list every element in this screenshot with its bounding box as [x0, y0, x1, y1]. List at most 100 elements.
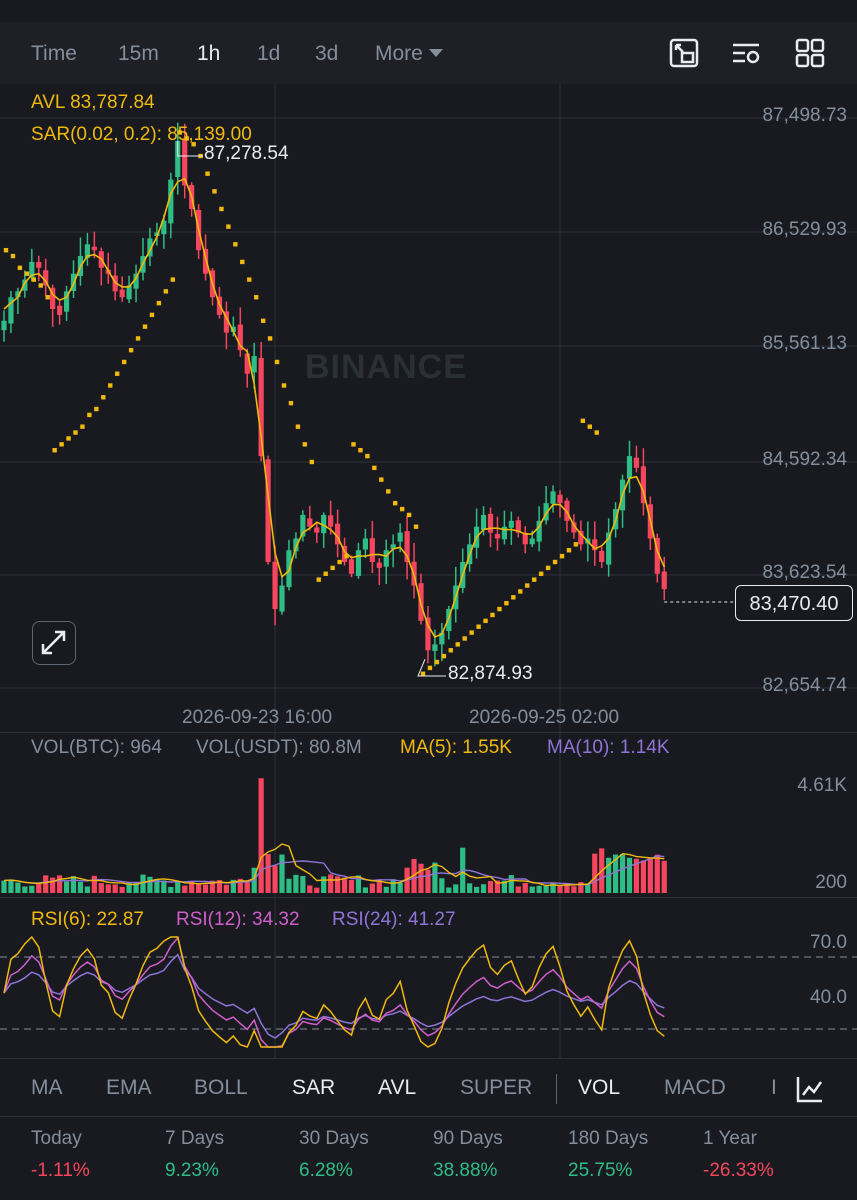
candle-body: [536, 520, 542, 542]
volume-bar: [453, 884, 459, 893]
sar-dot: [295, 424, 301, 429]
sar-dot: [330, 565, 335, 571]
sar-dot: [455, 642, 460, 647]
sar-dot: [52, 448, 57, 453]
sar-dot: [344, 553, 349, 559]
candle-body: [168, 179, 174, 224]
divider: [0, 732, 857, 733]
sar-dot: [38, 283, 43, 288]
volume-bar: [286, 878, 292, 893]
perf-value-today: -1.11%: [31, 1160, 90, 1181]
perf-label-30d: 30 Days: [299, 1128, 369, 1149]
volume-bar: [154, 879, 160, 893]
candle-body: [383, 550, 389, 567]
sar-dot: [135, 336, 141, 341]
volume-bar: [369, 883, 375, 893]
tab-time[interactable]: Time: [31, 42, 77, 65]
indicator-chart-icon[interactable]: [795, 1074, 825, 1104]
candle-body: [15, 291, 21, 298]
volume-axis-label: 4.61K: [797, 775, 847, 796]
perf-label-7d: 7 Days: [165, 1128, 225, 1149]
volume-bar: [661, 860, 667, 893]
vol-btc-legend: VOL(BTC): 964: [31, 737, 162, 758]
volume-bar: [230, 879, 236, 893]
candle-body: [84, 244, 90, 258]
volume-bar: [536, 885, 542, 893]
perf-label-1y: 1 Year: [703, 1128, 757, 1149]
volume-bar: [550, 883, 556, 893]
indicator-ma[interactable]: MA: [31, 1076, 63, 1099]
volume-bar: [209, 880, 216, 893]
candle-body: [439, 632, 445, 645]
candle-body: [223, 311, 229, 333]
volume-bar: [22, 886, 28, 893]
volume-bar: [293, 874, 299, 893]
candle-body: [487, 513, 494, 533]
price-chart[interactable]: [0, 84, 857, 1064]
sar-dot: [462, 636, 467, 641]
indicator-macd[interactable]: MACD: [664, 1076, 726, 1099]
tab-1h[interactable]: 1h: [197, 42, 221, 65]
grid-layout-icon[interactable]: [795, 38, 825, 68]
sar-dot: [226, 224, 231, 229]
expand-icon: [41, 630, 66, 655]
candle-body: [578, 530, 584, 545]
indicator-sar[interactable]: SAR: [292, 1076, 336, 1099]
sar-dot: [566, 548, 572, 553]
volume-bar: [619, 854, 626, 893]
volume-bar: [307, 885, 313, 893]
volume-bar: [578, 882, 584, 893]
sar-dot: [476, 624, 481, 629]
sar-dot: [170, 277, 175, 282]
sar-dot: [372, 465, 377, 471]
indicator-ema[interactable]: EMA: [106, 1076, 152, 1099]
indicator-super[interactable]: SUPER: [460, 1076, 533, 1099]
candle-body: [606, 532, 612, 565]
indicator-more[interactable]: I: [771, 1076, 777, 1099]
sar-dot: [17, 265, 23, 271]
tab-3d[interactable]: 3d: [315, 42, 339, 65]
volume-bar: [84, 886, 90, 893]
divider: [0, 1058, 857, 1059]
indicator-avl[interactable]: AVL: [378, 1076, 417, 1099]
volume-bar: [557, 886, 563, 893]
sar-dot: [115, 371, 120, 376]
volume-bar: [571, 886, 577, 893]
sar-dot: [490, 612, 495, 618]
sar-dot: [260, 318, 266, 323]
sar-dot: [525, 583, 530, 588]
tab-more[interactable]: More: [375, 42, 443, 66]
volume-bar: [279, 854, 285, 893]
avl-line: [3, 177, 666, 639]
candle-body: [404, 531, 410, 563]
volume-bar: [57, 875, 63, 893]
expand-button[interactable]: [32, 621, 76, 665]
tab-15m[interactable]: 15m: [118, 42, 159, 65]
volume-bar: [522, 882, 528, 893]
candle-body: [376, 562, 382, 568]
indicator-boll[interactable]: BOLL: [194, 1076, 248, 1099]
sar-dot: [469, 630, 474, 635]
volume-bar: [446, 887, 452, 893]
sar-dot: [274, 359, 280, 365]
candle-body: [126, 285, 132, 300]
sar-dot: [441, 653, 447, 659]
indicator-vol[interactable]: VOL: [578, 1076, 621, 1099]
candle-body: [314, 527, 320, 533]
volume-bar: [432, 862, 438, 893]
sar-dot: [316, 577, 321, 582]
tab-fade: [783, 1074, 857, 1104]
volume-bar: [480, 884, 487, 893]
volume-bar: [112, 884, 118, 893]
volume-bar: [348, 880, 355, 893]
perf-label-180d: 180 Days: [568, 1128, 649, 1149]
sar-dot: [73, 430, 78, 435]
settings-icon[interactable]: [731, 38, 761, 68]
volume-bar: [425, 869, 431, 893]
fullscreen-icon[interactable]: [669, 38, 699, 68]
price-axis-label: 82,654.74: [762, 675, 847, 696]
sar-dot: [518, 589, 523, 594]
tab-1d[interactable]: 1d: [257, 42, 281, 65]
candle-body: [293, 538, 299, 552]
perf-value-180d: 25.75%: [568, 1160, 633, 1181]
